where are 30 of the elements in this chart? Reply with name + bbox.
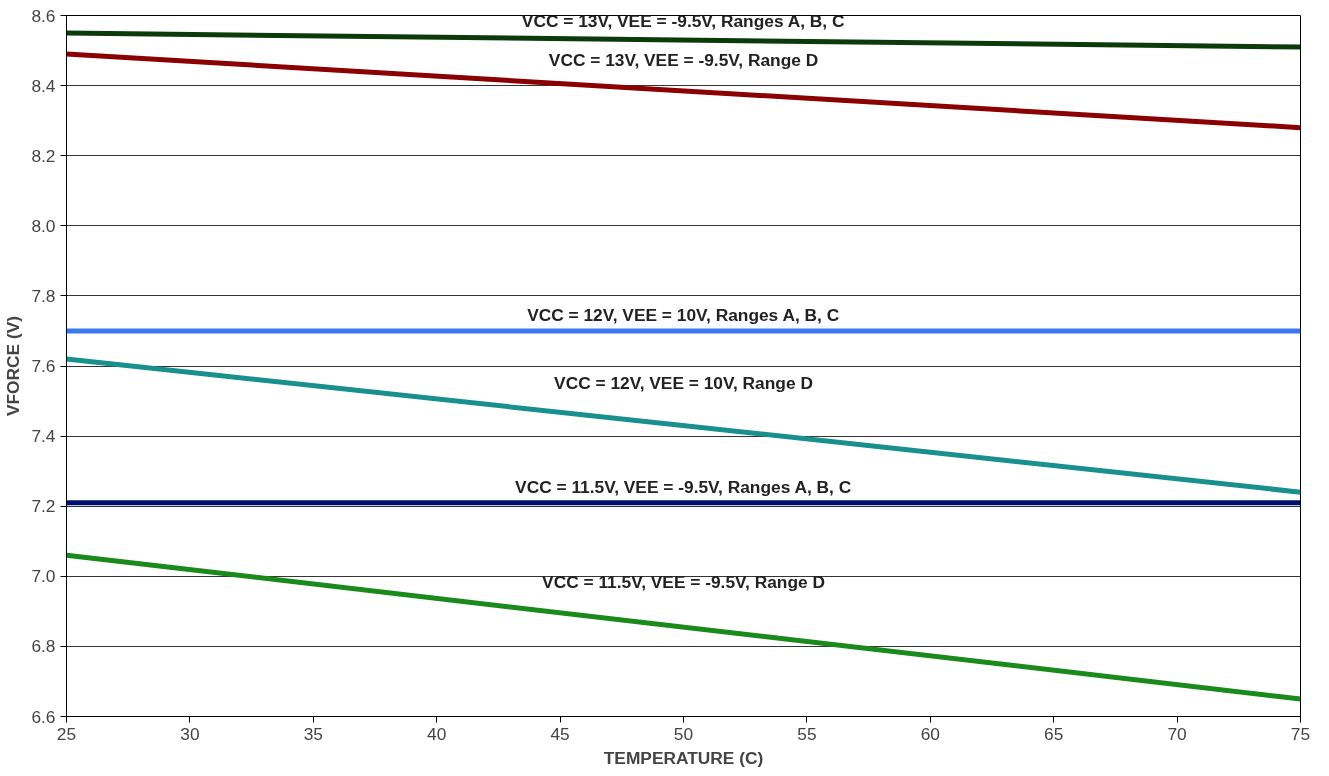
series-label: VCC = 12V, VEE = 10V, Range D <box>554 372 813 393</box>
y-tick-label: 6.8 <box>31 636 56 657</box>
series-label: VCC = 11.5V, VEE = -9.5V, Ranges A, B, C <box>515 476 852 497</box>
x-tick-label: 60 <box>920 723 940 744</box>
x-tick-label: 25 <box>56 723 77 744</box>
x-tick-label: 40 <box>427 723 447 744</box>
x-tick-label: 45 <box>550 723 570 744</box>
y-tick-label: 7.0 <box>31 566 56 587</box>
y-tick-label: 8.4 <box>31 75 56 96</box>
x-tick-label: 55 <box>797 723 817 744</box>
series-label: VCC = 13V, VEE = -9.5V, Range D <box>548 50 819 71</box>
y-tick-label: 7.4 <box>31 426 56 447</box>
x-tick-label: 75 <box>1290 723 1311 744</box>
y-tick-label: 7.6 <box>31 356 56 376</box>
x-tick-label: 30 <box>180 723 200 744</box>
y-tick-label: 6.6 <box>31 706 56 727</box>
y-axis-title: VFORCE (V) <box>3 315 24 417</box>
x-tick-label: 70 <box>1167 723 1187 744</box>
y-tick-label: 8.0 <box>31 215 56 236</box>
y-tick-label: 8.2 <box>31 145 56 166</box>
y-tick-label: 7.2 <box>31 496 56 517</box>
y-tick-label: 7.8 <box>31 285 56 306</box>
y-tick-label: 8.6 <box>31 5 56 26</box>
series-label: VCC = 11.5V, VEE = -9.5V, Range D <box>542 572 825 593</box>
series-label: VCC = 13V, VEE = -9.5V, Ranges A, B, C <box>521 11 845 32</box>
x-axis-title: TEMPERATURE (C) <box>603 747 764 768</box>
x-tick-label: 50 <box>673 723 694 744</box>
x-tick-label: 65 <box>1044 723 1064 744</box>
x-tick-label: 35 <box>303 723 323 744</box>
series-label: VCC = 12V, VEE = 10V, Ranges A, B, C <box>527 304 840 325</box>
